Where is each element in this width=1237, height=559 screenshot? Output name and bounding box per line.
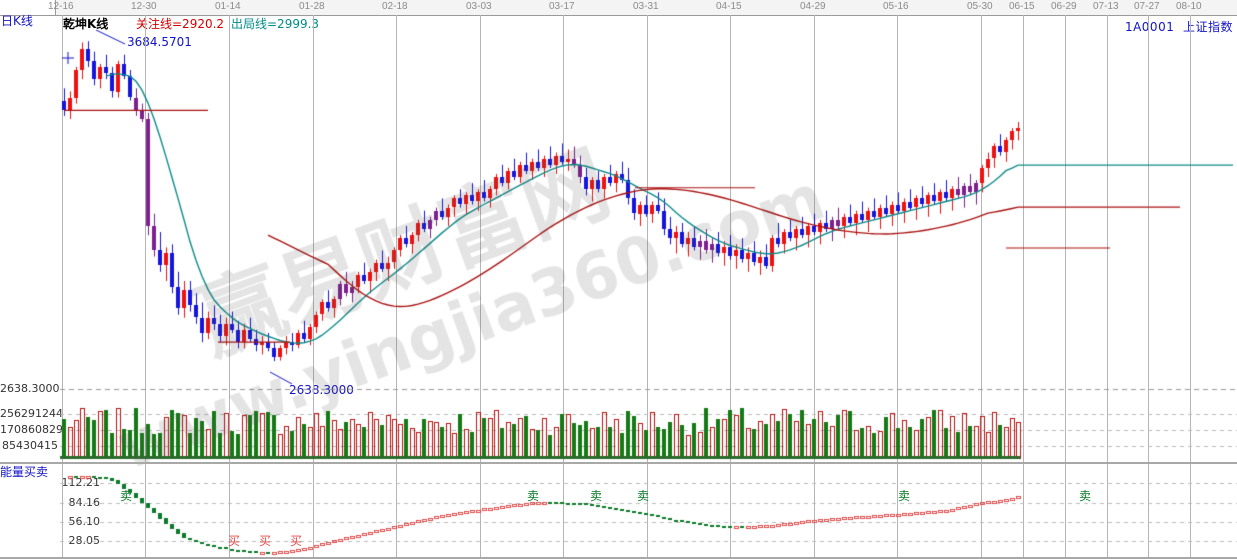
signal-sell-4: 卖 (527, 489, 540, 503)
panel-separator-2 (0, 462, 1237, 464)
signal-sell-5: 卖 (590, 489, 603, 503)
signal-sell-0: 卖 (120, 489, 133, 503)
signal-buy-1: 买 (228, 534, 241, 548)
signal-sell-8: 卖 (1079, 489, 1092, 503)
signal-buy-3: 买 (290, 534, 303, 548)
signal-buy-2: 买 (259, 534, 272, 548)
signal-sell-7: 卖 (898, 489, 911, 503)
signal-sell-6: 卖 (637, 489, 650, 503)
